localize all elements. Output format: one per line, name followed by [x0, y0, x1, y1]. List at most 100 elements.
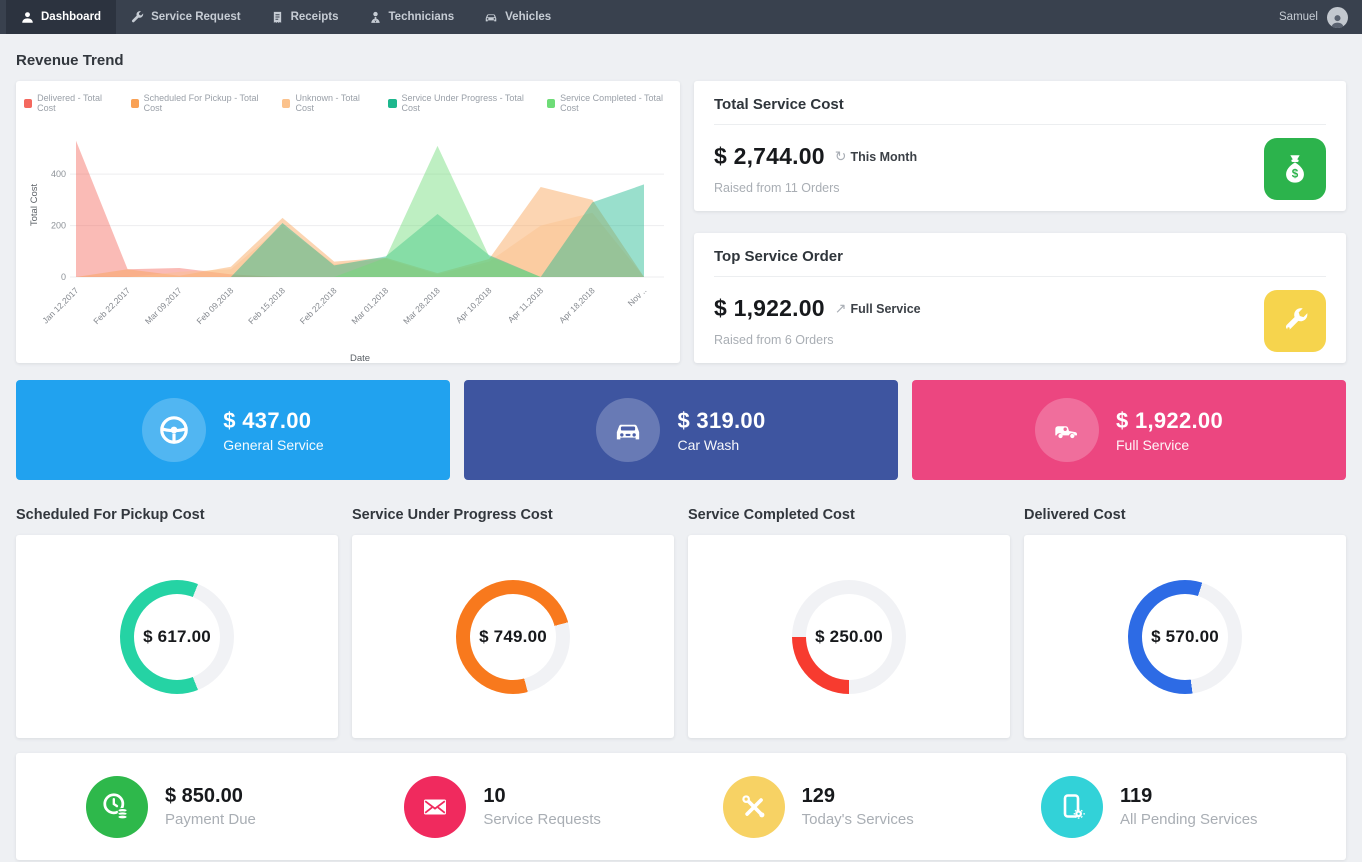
nav-item-label: Receipts — [290, 11, 339, 23]
card-title: Total Service Cost — [714, 81, 1326, 125]
full-service-banner[interactable]: $ 1,922.00 Full Service — [912, 380, 1346, 480]
svg-text:200: 200 — [51, 221, 66, 231]
svg-text:Feb 22,2018: Feb 22,2018 — [298, 285, 339, 326]
svg-text:Jan 12,2017: Jan 12,2017 — [40, 285, 80, 325]
money-bag-icon: $ — [1264, 138, 1326, 200]
donut-value: $ 749.00 — [470, 593, 556, 680]
scheduled-pickup-donut-chart[interactable]: $ 617.00 — [120, 579, 234, 694]
nav-item-receipts[interactable]: Receipts — [256, 0, 354, 34]
legend-swatch — [130, 98, 139, 108]
chart-legend: Delivered - Total Cost Scheduled For Pick… — [24, 93, 672, 113]
dashboard-person-icon — [21, 11, 34, 24]
svg-text:Mar 01,2018: Mar 01,2018 — [349, 285, 390, 326]
svg-text:$: $ — [1292, 168, 1299, 181]
svg-text:Nov ..: Nov .. — [626, 285, 649, 308]
legend-item[interactable]: Delivered - Total Cost — [24, 93, 115, 113]
under-progress-donut-chart[interactable]: $ 749.00 — [456, 579, 570, 694]
svg-text:Feb 15,2018: Feb 15,2018 — [246, 285, 287, 326]
user-name[interactable]: Samuel — [1279, 11, 1318, 23]
banner-amount: $ 1,922.00 — [1116, 407, 1223, 433]
technician-icon — [369, 11, 382, 24]
donut-cards: $ 617.00 $ 749.00 $ 250.00 $ 570.00 — [16, 535, 1346, 738]
under-progress-cost-card: $ 749.00 — [352, 535, 674, 738]
legend-swatch — [282, 98, 291, 108]
service-banners: $ 437.00 General Service $ 319.00 Car Wa… — [16, 380, 1346, 480]
legend-label: Unknown - Total Cost — [295, 93, 360, 113]
card-subtext: Raised from 6 Orders — [714, 333, 834, 347]
svg-text:Apr 10,2018: Apr 10,2018 — [454, 285, 494, 325]
section-title-scheduled-pickup: Scheduled For Pickup Cost — [16, 507, 205, 523]
wrench-icon — [131, 10, 144, 24]
svg-text:Mar 28,2018: Mar 28,2018 — [401, 285, 442, 326]
page-title: Revenue Trend — [16, 52, 124, 69]
mobile-gear-icon — [1040, 775, 1103, 838]
stats-bar: $ 850.00 Payment Due 10 Service Requests… — [16, 753, 1346, 860]
donut-value: $ 250.00 — [806, 593, 892, 680]
crossed-tools-icon — [722, 775, 785, 838]
payment-due-stat[interactable]: $ 850.00 Payment Due — [86, 775, 321, 838]
stat-label: Today's Services — [801, 811, 914, 828]
general-service-banner[interactable]: $ 437.00 General Service — [16, 380, 450, 480]
nav-item-service-request[interactable]: Service Request — [116, 0, 256, 34]
banner-amount: $ 319.00 — [677, 407, 766, 433]
nav-item-label: Dashboard — [41, 11, 102, 23]
todays-services-stat[interactable]: 129 Today's Services — [722, 775, 958, 838]
dashboard-main: Revenue Trend Delivered - Total Cost Sche… — [0, 34, 1362, 860]
svg-text:Feb 09,2018: Feb 09,2018 — [194, 285, 235, 326]
stat-label: Service Requests — [483, 811, 601, 828]
legend-label: Delivered - Total Cost — [37, 93, 102, 113]
legend-swatch — [388, 98, 397, 108]
legend-item[interactable]: Service Under Progress - Total Cost — [388, 93, 531, 113]
legend-label: Scheduled For Pickup - Total Cost — [143, 93, 259, 113]
top-nav: Dashboard Service Request Receipts Techn… — [0, 0, 1362, 34]
banner-amount: $ 437.00 — [223, 407, 312, 433]
nav-item-technicians[interactable]: Technicians — [354, 0, 470, 34]
delivered-donut-chart[interactable]: $ 570.00 — [1128, 579, 1242, 694]
total-service-cost-amount: $ 2,744.00 — [714, 143, 825, 169]
legend-item[interactable]: Unknown - Total Cost — [282, 93, 372, 113]
receipt-icon — [271, 11, 284, 24]
svg-text:Date: Date — [350, 353, 370, 364]
top-service-order-card: Top Service Order $ 1,922.00 ↗ Full Serv… — [694, 233, 1346, 363]
card-subtext: Raised from 11 Orders — [714, 181, 840, 195]
truck-icon — [1035, 398, 1099, 462]
delivered-cost-card: $ 570.00 — [1024, 535, 1346, 738]
legend-swatch — [24, 98, 33, 108]
stat-label: Payment Due — [165, 811, 256, 828]
pending-services-stat[interactable]: 119 All Pending Services — [1040, 775, 1276, 838]
svg-text:Feb 22,2017: Feb 22,2017 — [91, 285, 132, 326]
avatar[interactable] — [1327, 6, 1348, 28]
total-service-cost-card: Total Service Cost $ 2,744.00 ↻ This Mon… — [694, 81, 1346, 211]
stat-value: $ 850.00 — [165, 785, 243, 807]
service-tag: Full Service — [850, 301, 921, 316]
svg-text:Total Cost: Total Cost — [29, 184, 40, 227]
legend-label: Service Under Progress - Total Cost — [401, 93, 524, 113]
banner-label: Full Service — [1116, 436, 1190, 453]
nav-item-dashboard[interactable]: Dashboard — [6, 0, 117, 34]
svg-text:Apr 18,2018: Apr 18,2018 — [557, 285, 597, 325]
service-wrench-icon — [1264, 290, 1326, 352]
envelope-icon — [404, 775, 467, 838]
revenue-trend-chart-card: Delivered - Total Cost Scheduled For Pick… — [16, 81, 680, 364]
svg-text:400: 400 — [51, 169, 66, 179]
completed-cost-card: $ 250.00 — [688, 535, 1010, 738]
stat-value: 129 — [801, 785, 836, 807]
stat-label: All Pending Services — [1119, 811, 1258, 828]
nav-item-vehicles[interactable]: Vehicles — [469, 0, 566, 34]
completed-donut-chart[interactable]: $ 250.00 — [792, 579, 906, 694]
donut-section-headers: Scheduled For Pickup Cost Service Under … — [16, 507, 1346, 523]
stat-value: 10 — [483, 785, 506, 807]
svg-text:Mar 09,2017: Mar 09,2017 — [143, 285, 184, 326]
legend-label: Service Completed - Total Cost — [560, 93, 664, 113]
legend-swatch — [547, 98, 556, 108]
car-wash-banner[interactable]: $ 319.00 Car Wash — [464, 380, 898, 480]
legend-item[interactable]: Scheduled For Pickup - Total Cost — [130, 93, 267, 113]
service-requests-stat[interactable]: 10 Service Requests — [404, 775, 639, 838]
legend-item[interactable]: Service Completed - Total Cost — [547, 93, 672, 113]
nav-item-label: Vehicles — [505, 11, 552, 23]
section-title-under-progress: Service Under Progress Cost — [352, 507, 553, 523]
revenue-trend-chart[interactable]: 0 200 400 Jan 12,2017 Feb 22,2017 Mar 09,2017… — [24, 115, 672, 367]
history-icon: ↻ — [834, 148, 847, 164]
top-service-order-amount: $ 1,922.00 — [714, 295, 825, 321]
payment-clock-coins-icon — [86, 775, 148, 838]
